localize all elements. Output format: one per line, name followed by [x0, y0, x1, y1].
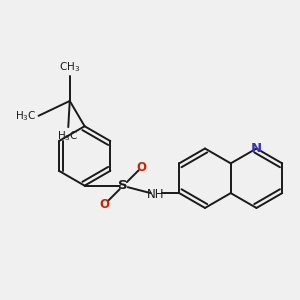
Text: H$_3$C: H$_3$C [15, 109, 37, 123]
Text: O: O [100, 198, 110, 211]
Text: S: S [118, 179, 128, 192]
Text: H$_3$C: H$_3$C [58, 129, 79, 143]
Text: NH: NH [147, 188, 165, 201]
Text: CH$_3$: CH$_3$ [59, 60, 80, 74]
Text: N: N [251, 142, 262, 155]
Text: O: O [137, 161, 147, 174]
